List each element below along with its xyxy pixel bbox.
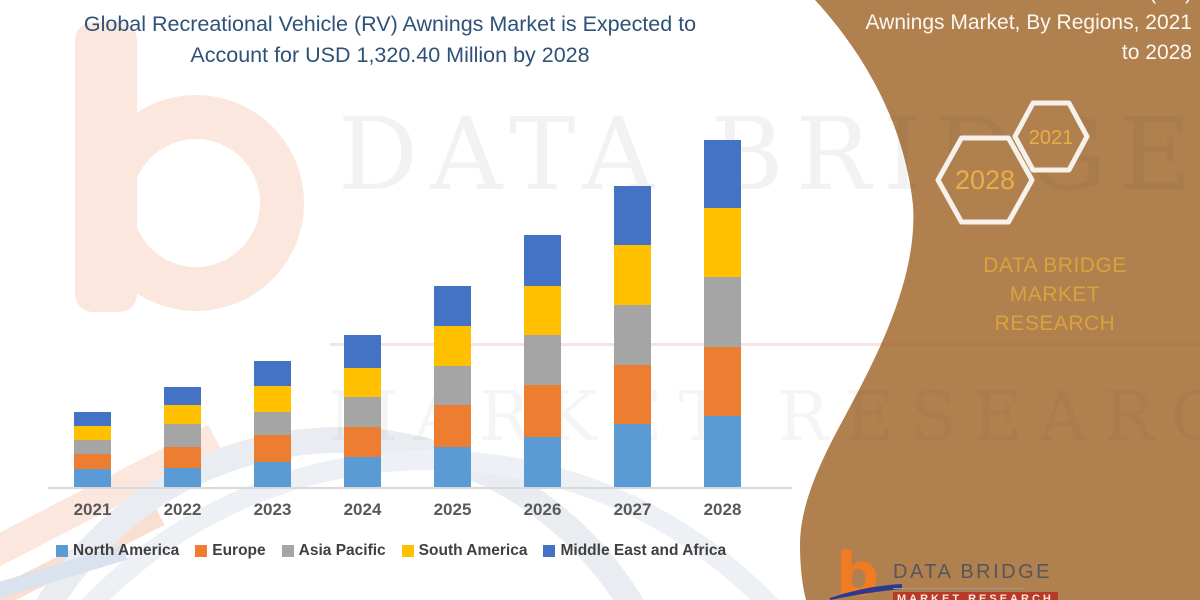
x-axis-label-2021: 2021 bbox=[73, 500, 112, 519]
bar-segment-asia-pacific bbox=[344, 396, 381, 427]
x-axis-label-2027: 2027 bbox=[613, 500, 652, 519]
bar-segment-south-america bbox=[254, 385, 291, 413]
bar-segment-north-america bbox=[254, 462, 291, 487]
hexagon-badges: 2028 2021 bbox=[935, 100, 1090, 225]
bar-segment-north-america bbox=[434, 446, 471, 487]
swoosh-arc-icons bbox=[0, 427, 779, 600]
legend-item-north-america: North America bbox=[56, 542, 179, 560]
bar-segment-middle-east-and-africa bbox=[164, 387, 201, 405]
footer-logo: b DATA BRIDGE MARKET RESEARCH bbox=[830, 544, 1130, 600]
bar-segment-north-america bbox=[614, 423, 651, 487]
bar-segment-middle-east-and-africa bbox=[74, 412, 111, 427]
brand-text: DATA BRIDGE MARKET RESEARCH bbox=[935, 251, 1175, 338]
footer-rule bbox=[893, 588, 1025, 589]
bar-segment-middle-east-and-africa bbox=[254, 361, 291, 386]
legend-item-asia-pacific: Asia Pacific bbox=[281, 542, 386, 560]
footer-swoosh-icon bbox=[830, 584, 902, 600]
bar-segment-south-america bbox=[434, 326, 471, 367]
x-axis-label-2028: 2028 bbox=[703, 500, 742, 519]
bar-segment-europe bbox=[164, 447, 201, 469]
bar-segment-europe bbox=[434, 404, 471, 447]
side-heading-line2: to 2028 bbox=[1121, 41, 1192, 64]
side-heading-clipped-line: Global Recreational Vehicle (RV) bbox=[772, 0, 1192, 8]
brand-text-line2: RESEARCH bbox=[994, 312, 1116, 335]
pink-b-watermark-icon bbox=[75, 22, 304, 312]
hexagon-2028-icon bbox=[935, 135, 1035, 225]
x-axis-label-2025: 2025 bbox=[433, 500, 472, 519]
bar-segment-middle-east-and-africa bbox=[434, 285, 471, 327]
legend-label: Europe bbox=[212, 542, 266, 559]
brand-text-line1: DATA BRIDGE MARKET bbox=[983, 254, 1127, 306]
bar-segment-europe bbox=[614, 365, 651, 424]
x-axis-label-2023: 2023 bbox=[253, 500, 292, 519]
legend-label: North America bbox=[73, 542, 180, 559]
bar-segment-asia-pacific bbox=[524, 334, 561, 385]
legend-label: Asia Pacific bbox=[298, 542, 386, 559]
legend-item-south-america: South America bbox=[401, 542, 528, 560]
chart-title-line1: Global Recreational Vehicle (RV) Awnings… bbox=[83, 12, 697, 36]
bar-segment-south-america bbox=[524, 285, 561, 335]
bar-segment-north-america bbox=[344, 456, 381, 487]
bar-segment-north-america bbox=[164, 468, 201, 487]
bar-segment-middle-east-and-africa bbox=[614, 186, 651, 246]
bar-segment-asia-pacific bbox=[74, 439, 111, 455]
bar-segment-north-america bbox=[704, 415, 741, 487]
legend-swatch-icon bbox=[56, 545, 68, 557]
bar-segment-asia-pacific bbox=[434, 366, 471, 405]
bar-segment-south-america bbox=[614, 245, 651, 306]
bar-segment-europe bbox=[74, 454, 111, 470]
legend-swatch-icon bbox=[543, 545, 556, 557]
bar-segment-europe bbox=[344, 426, 381, 457]
bar-segment-europe bbox=[704, 346, 741, 416]
watermark-red-line bbox=[330, 343, 1200, 346]
bar-segment-middle-east-and-africa bbox=[524, 234, 561, 286]
bar-segment-asia-pacific bbox=[254, 412, 291, 436]
bar-segment-north-america bbox=[524, 436, 561, 487]
footer-brand-name: DATA BRIDGE bbox=[893, 561, 1053, 583]
bar-segment-south-america bbox=[74, 426, 111, 440]
x-axis-line bbox=[48, 487, 792, 489]
legend-label: Middle East and Africa bbox=[560, 542, 727, 559]
bar-segment-north-america bbox=[74, 469, 111, 487]
brown-panel-shape bbox=[800, 0, 1200, 600]
legend-swatch-icon bbox=[195, 545, 208, 557]
hexagon-2028-label: 2028 bbox=[955, 165, 1015, 195]
chart-legend: North America Europe Asia Pacific South Ame… bbox=[56, 542, 796, 560]
bar-segment-asia-pacific bbox=[704, 276, 741, 347]
x-axis-label-2022: 2022 bbox=[163, 500, 202, 519]
legend-swatch-icon bbox=[401, 545, 414, 557]
legend-item-middle-east-and-africa: Middle East and Africa bbox=[543, 542, 726, 560]
legend-label: South America bbox=[418, 542, 528, 559]
hexagon-2021-icon bbox=[1012, 100, 1090, 173]
chart-title-line2: Account for USD 1,320.40 Million by 2028 bbox=[190, 43, 590, 67]
bar-segment-europe bbox=[524, 384, 561, 437]
bar-segment-europe bbox=[254, 435, 291, 463]
x-axis-label-2024: 2024 bbox=[343, 500, 382, 519]
bar-segment-asia-pacific bbox=[614, 305, 651, 366]
side-heading-line1: Awnings Market, By Regions, 2021 bbox=[865, 11, 1192, 34]
legend-swatch-icon bbox=[281, 545, 294, 557]
chart-title: Global Recreational Vehicle (RV) Awnings… bbox=[40, 9, 740, 71]
x-axis-label-2026: 2026 bbox=[523, 500, 562, 519]
bar-segment-asia-pacific bbox=[164, 424, 201, 448]
footer-tagline: MARKET RESEARCH bbox=[893, 592, 1058, 600]
hexagon-2021-label: 2021 bbox=[1029, 127, 1074, 149]
bar-segment-south-america bbox=[164, 405, 201, 425]
bar-segment-south-america bbox=[344, 368, 381, 397]
legend-item-europe: Europe bbox=[195, 542, 266, 560]
bar-segment-middle-east-and-africa bbox=[344, 335, 381, 369]
bar-segment-middle-east-and-africa bbox=[704, 140, 741, 208]
side-panel-heading: Global Recreational Vehicle (RV) Awnings… bbox=[772, 0, 1192, 68]
bar-segment-south-america bbox=[704, 207, 741, 277]
